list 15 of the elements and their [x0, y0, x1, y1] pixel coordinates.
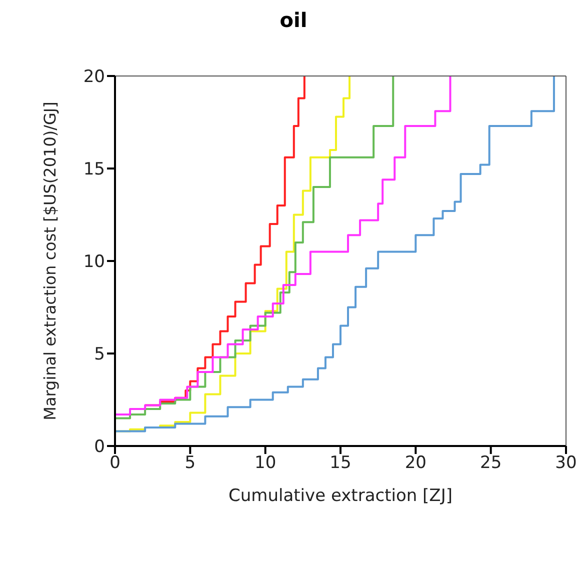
y-axis-title: Marginal extraction cost [$US(2010)/GJ]: [40, 102, 60, 420]
x-tick-label: 0: [110, 453, 120, 474]
y-tick-label: 20: [83, 67, 105, 88]
y-tick-label: 0: [94, 437, 105, 458]
x-tick-label: 5: [184, 453, 196, 474]
y-tick-label: 5: [94, 344, 105, 365]
x-tick-label: 30: [555, 453, 577, 474]
chart-title: oil: [278, 8, 308, 32]
y-tick-label: 10: [83, 252, 105, 272]
y-tick-label: 15: [83, 160, 105, 180]
x-axis-title: Cumulative extraction [ZJ]: [228, 486, 452, 506]
x-tick-label: 10: [254, 453, 276, 474]
x-tick-label: 25: [480, 453, 502, 474]
x-tick-label: 20: [404, 453, 426, 474]
x-tick-label: 15: [330, 453, 352, 474]
